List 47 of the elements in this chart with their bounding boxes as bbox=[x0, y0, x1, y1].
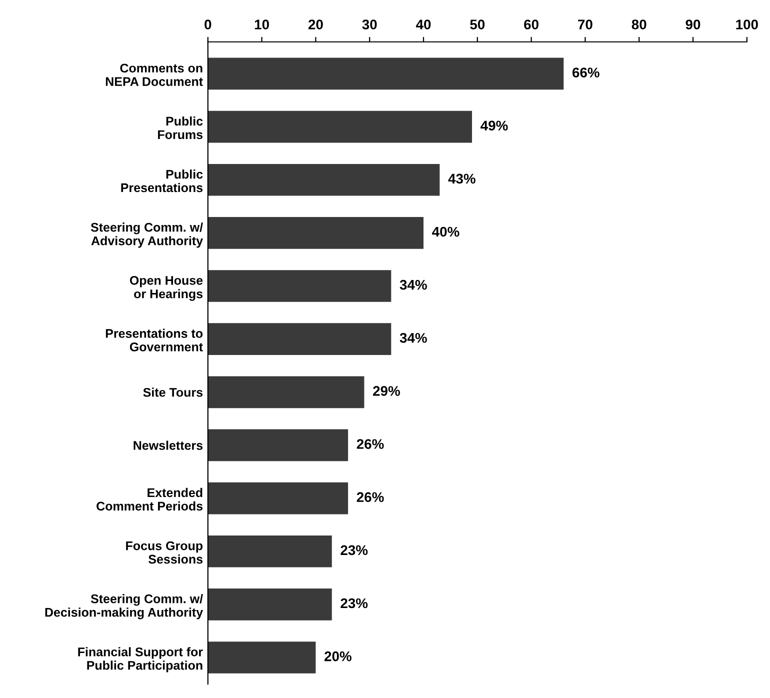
bar bbox=[208, 323, 392, 355]
y-tick-label: Open House or Hearings bbox=[130, 276, 203, 301]
x-tick-label: 30 bbox=[362, 20, 377, 30]
x-tick-label: 10 bbox=[254, 20, 269, 30]
bar bbox=[208, 642, 316, 674]
data-label: 43% bbox=[448, 174, 476, 184]
bar bbox=[208, 58, 564, 90]
x-tick-label: 50 bbox=[470, 20, 485, 30]
data-label: 23% bbox=[340, 598, 368, 608]
bar bbox=[208, 110, 472, 143]
x-tick-label: 20 bbox=[308, 20, 323, 30]
x-tick-label: 60 bbox=[524, 20, 538, 30]
data-label: 34% bbox=[400, 280, 427, 290]
bar bbox=[208, 429, 348, 462]
data-label: 26% bbox=[356, 492, 384, 502]
y-tick-label: Steering Comm. w/ Decision-making Authority bbox=[45, 594, 203, 620]
y-tick-label: Site Tours bbox=[143, 388, 203, 397]
data-label: 26% bbox=[356, 439, 384, 449]
bar bbox=[208, 376, 364, 408]
y-tick-label: Presentations to Government bbox=[106, 328, 203, 352]
bar bbox=[208, 164, 440, 196]
x-tick-label: 80 bbox=[632, 20, 646, 30]
x-tick-label: 100 bbox=[736, 20, 758, 30]
data-label: 49% bbox=[480, 120, 508, 131]
y-tick-label: Comments on NEPA Document bbox=[106, 64, 203, 86]
y-tick-label: Public Forums bbox=[158, 116, 203, 140]
data-label: 66% bbox=[572, 68, 600, 78]
bar bbox=[208, 270, 392, 302]
x-tick-label: 90 bbox=[686, 20, 700, 30]
data-label: 29% bbox=[373, 386, 400, 396]
x-tick-label: 70 bbox=[578, 20, 592, 30]
y-tick-label: Steering Comm. w/ Advisory Authority bbox=[90, 222, 203, 248]
x-tick-label: 0 bbox=[204, 20, 212, 30]
bar bbox=[208, 535, 332, 568]
bar bbox=[208, 588, 332, 620]
y-tick-label: Financial Support for Public Participation bbox=[78, 647, 203, 672]
y-tick-label: Extended Comment Periods bbox=[96, 488, 203, 511]
data-label: 40% bbox=[432, 226, 460, 237]
data-label: 34% bbox=[400, 332, 427, 343]
bar bbox=[208, 217, 424, 249]
data-label: 23% bbox=[340, 545, 368, 556]
y-tick-label: Public Presentations bbox=[121, 170, 203, 192]
y-tick-label: Newsletters bbox=[134, 440, 203, 450]
y-tick-label: Focus Group Sessions bbox=[126, 541, 203, 564]
x-tick-label: 40 bbox=[416, 20, 431, 30]
data-label: 20% bbox=[324, 651, 352, 662]
bar bbox=[208, 482, 348, 514]
